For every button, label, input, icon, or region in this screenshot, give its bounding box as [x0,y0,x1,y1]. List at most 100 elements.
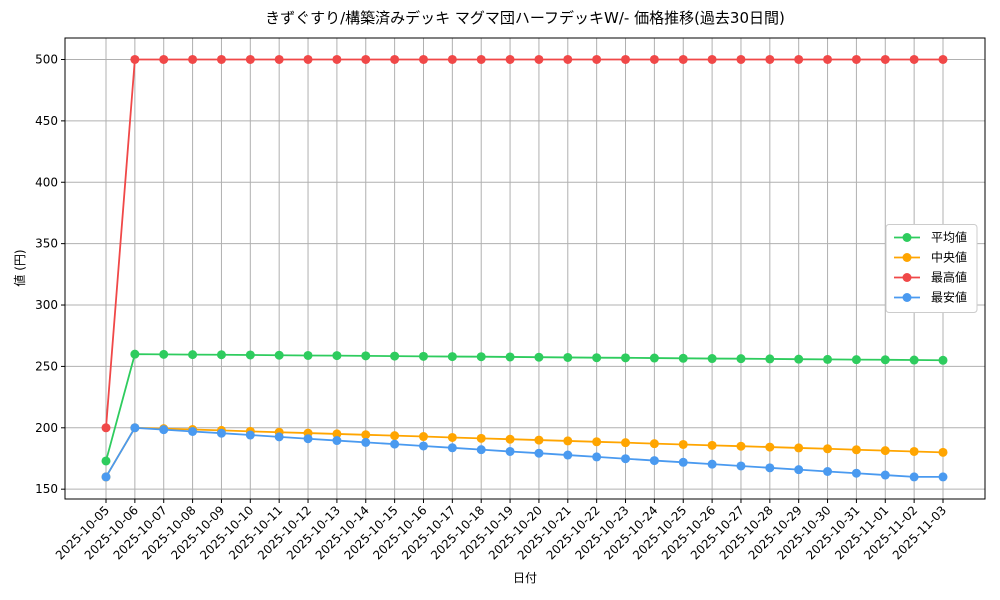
data-point [332,54,342,64]
data-point [909,54,919,64]
data-point [303,434,313,444]
data-point [476,433,486,443]
data-point [938,472,948,482]
data-point [274,350,284,360]
data-point [476,352,486,362]
data-point [505,54,515,64]
data-point [361,437,371,447]
data-point [765,354,775,364]
data-point [188,54,198,64]
data-point [418,54,428,64]
data-point [216,428,226,438]
data-point [707,440,717,450]
data-point [418,351,428,361]
data-point [938,54,948,64]
data-point [851,468,861,478]
data-point [216,350,226,360]
data-point [736,441,746,451]
data-point [823,444,833,454]
data-point [678,54,688,64]
data-point [101,423,111,433]
data-point [765,442,775,452]
data-point [621,54,631,64]
y-tick-label: 150 [35,482,58,496]
data-point [707,459,717,469]
data-point [765,463,775,473]
data-point [649,353,659,363]
data-point [303,54,313,64]
data-point [505,446,515,456]
series-line [105,426,943,478]
data-point [880,355,890,365]
data-point [649,439,659,449]
data-point [621,353,631,363]
data-point [274,54,284,64]
plot-frame [64,37,986,500]
data-point [909,446,919,456]
data-point [794,54,804,64]
data-point [880,446,890,456]
data-point [303,350,313,360]
data-point [216,54,226,64]
data-point [765,54,775,64]
data-point [592,452,602,462]
x-axis-label: 日付 [513,571,537,585]
data-point [563,54,573,64]
data-point [823,466,833,476]
data-point [245,54,255,64]
data-point [563,436,573,446]
data-point [418,441,428,451]
data-point [592,54,602,64]
legend-marker [902,293,912,302]
data-point [534,435,544,445]
data-point [130,54,140,64]
legend-marker [902,273,912,282]
data-point [909,355,919,365]
data-point [678,353,688,363]
data-point [447,443,457,453]
y-axis-label: 値 (円) [12,249,27,286]
legend-marker [902,233,912,242]
series-line [105,58,943,428]
data-point [823,354,833,364]
data-point [880,54,890,64]
data-point [101,456,111,466]
data-point [678,439,688,449]
data-point [447,54,457,64]
data-point [736,354,746,364]
data-point [909,472,919,482]
data-point [707,354,717,364]
data-point [649,456,659,466]
data-point [130,349,140,359]
data-point [794,354,804,364]
legend-label: 最安値 [931,290,967,305]
data-point [880,470,890,480]
data-point [794,465,804,475]
legend-box [885,224,978,313]
data-point [736,54,746,64]
data-point [418,432,428,442]
data-point [592,353,602,363]
data-point [707,54,717,64]
data-point [159,425,169,435]
y-tick-label: 200 [35,421,58,435]
legend-label: 中央値 [931,250,967,265]
data-point [245,430,255,440]
data-point [447,352,457,362]
data-point [534,448,544,458]
data-point [649,54,659,64]
legend-marker [902,253,912,262]
plot [101,54,948,482]
y-tick-label: 250 [35,359,58,373]
series-line [105,426,944,478]
data-point [476,54,486,64]
data-point [476,445,486,455]
data-point [390,351,400,361]
chart-title: きずぐすり/構築済みデッキ マグマ団ハーフデッキW/- 価格推移(過去30日間) [265,9,785,27]
data-point [101,472,111,482]
y-tick-label: 300 [35,298,58,312]
data-point [390,431,400,441]
